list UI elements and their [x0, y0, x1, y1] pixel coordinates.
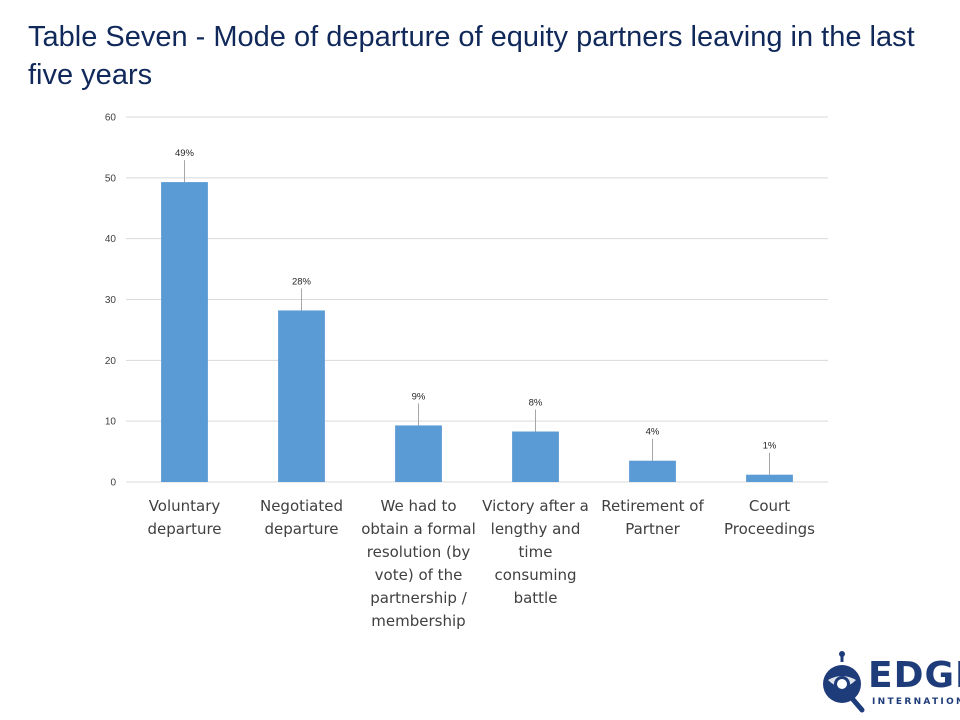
x-tick-label: Negotiated departure: [260, 497, 343, 538]
page-title: Table Seven - Mode of departure of equit…: [28, 21, 915, 91]
bar: [278, 310, 325, 482]
x-tick-label: Court Proceedings: [724, 497, 815, 538]
bar: [746, 474, 793, 482]
y-tick-label: 60: [105, 113, 117, 124]
bar: [629, 460, 676, 482]
data-label: 1%: [763, 441, 777, 452]
bars: [161, 182, 793, 482]
x-tick-label: We had to obtain a formal resolution (by vo…: [361, 497, 476, 630]
bar: [161, 182, 208, 482]
y-tick-label: 40: [105, 234, 117, 245]
y-tick-label: 20: [105, 356, 117, 367]
logo-word: EDGE: [868, 655, 960, 696]
x-tick-label: Victory after a lengthy and time consuming b…: [482, 497, 589, 607]
x-tick-label: Voluntary departure: [147, 497, 221, 538]
gridlines: [126, 116, 828, 483]
edge-globe-logo-icon: [823, 651, 865, 713]
data-label: 9%: [412, 391, 426, 402]
data-label: 28%: [292, 276, 312, 287]
bar: [512, 431, 559, 482]
y-tick-label: 10: [105, 417, 117, 428]
logo-subtitle: INTERNATIONAL: [872, 697, 960, 707]
data-label: 8%: [529, 398, 543, 409]
y-tick-label: 30: [105, 295, 117, 306]
axis-labels: 0 10 20 30 40 50 60 Voluntary departure Negotiate…: [105, 113, 815, 631]
edge-international-logo: EDGE INTERNATIONAL: [818, 648, 960, 714]
x-tick-label: Retirement of Partner: [601, 497, 704, 538]
data-label: 4%: [646, 427, 660, 438]
y-tick-label: 50: [105, 173, 117, 184]
y-tick-label: 0: [110, 478, 116, 489]
bar: [395, 425, 442, 482]
data-labels: 49% 28% 9% 8% 4% 1%: [175, 148, 777, 475]
data-label: 49%: [175, 148, 195, 159]
